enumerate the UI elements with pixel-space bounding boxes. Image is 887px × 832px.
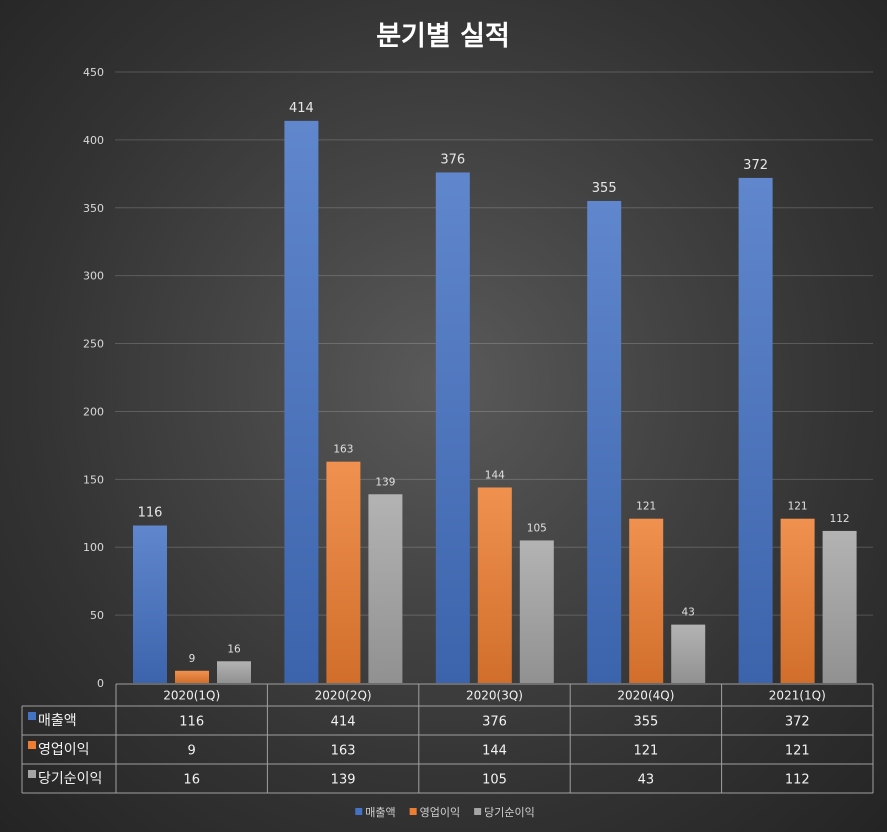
legend-label: 영업이익 (420, 806, 460, 819)
bar (326, 461, 361, 683)
bar-data-label: 116 (138, 505, 163, 520)
table-cell: 163 (331, 744, 356, 759)
data-table: 2020(1Q) 2020(2Q) 2020(3Q) 2020(4Q) 2021(1Q)… (21, 683, 874, 794)
bar (368, 494, 403, 683)
table-cell: 376 (482, 715, 507, 730)
bar-data-label: 121 (788, 501, 808, 513)
y-tick-label: 0 (97, 677, 104, 690)
bar (477, 487, 512, 683)
table-header-category: 2020(3Q) (466, 689, 523, 703)
table-cell: 121 (633, 744, 658, 759)
table-cell: 121 (785, 744, 810, 759)
y-tick-label: 50 (90, 609, 104, 622)
bar (217, 661, 251, 683)
table-cell: 414 (331, 715, 356, 730)
table-cell: 16 (183, 773, 200, 788)
table-header-category: 2021(1Q) (769, 689, 826, 703)
y-axis-tick-labels: 0 50 100 150 200 250 300 350 400 450 (83, 66, 104, 690)
y-tick-label: 150 (83, 473, 104, 486)
bar-data-label: 9 (189, 653, 196, 665)
table-cell: 116 (179, 715, 204, 730)
bar (738, 177, 773, 683)
data-labels: 116 9 16 414 163 139 376 144 105 355 121 43 372 121 11… (138, 101, 850, 665)
table-cell: 105 (482, 773, 507, 788)
bar (133, 525, 167, 683)
bar-data-label: 139 (375, 476, 395, 488)
y-tick-label: 300 (83, 270, 104, 283)
table-header-category: 2020(4Q) (617, 689, 674, 703)
table-cell: 372 (785, 715, 810, 730)
bar-data-label: 372 (743, 158, 768, 173)
bar-data-label: 121 (636, 501, 656, 513)
chart-title: 분기별 실적 (376, 21, 510, 52)
bars (133, 120, 857, 683)
table-header-category: 2020(2Q) (315, 689, 372, 703)
bar-data-label: 163 (333, 444, 353, 456)
bar (175, 670, 209, 683)
bar (629, 518, 664, 683)
y-tick-label: 250 (83, 338, 104, 351)
table-cell: 9 (188, 744, 196, 759)
y-tick-label: 400 (83, 134, 104, 147)
legend-key (474, 808, 482, 815)
table-legend-key (28, 741, 36, 749)
y-tick-label: 450 (83, 66, 104, 79)
bar-data-label: 144 (485, 469, 505, 481)
bar-data-label: 16 (227, 643, 241, 655)
bar-data-label: 414 (289, 101, 314, 116)
legend-key (355, 808, 363, 815)
bar-data-label: 355 (592, 181, 617, 196)
bar (780, 518, 815, 683)
legend-label: 매출액 (365, 806, 395, 819)
bar (519, 540, 554, 683)
bar (587, 200, 622, 683)
gridlines (115, 71, 873, 616)
bar (671, 624, 706, 683)
table-legend-key (28, 770, 36, 778)
legend: 매출액 영업이익 당기순이익 (355, 806, 535, 819)
bar-data-label: 112 (830, 513, 850, 525)
bar (822, 530, 857, 683)
bar (284, 120, 319, 683)
table-header-category: 2020(1Q) (163, 689, 220, 703)
table-row-label: 당기순이익 (38, 771, 102, 787)
table-row-label: 매출액 (38, 713, 77, 729)
table-cell: 43 (638, 773, 655, 788)
legend-key (409, 808, 417, 815)
bar-data-label: 376 (440, 152, 465, 167)
bar-data-label: 105 (527, 522, 547, 534)
y-tick-label: 200 (83, 405, 104, 418)
table-cell: 355 (633, 715, 658, 730)
y-tick-label: 350 (83, 202, 104, 215)
table-cell: 144 (482, 744, 507, 759)
table-row-label: 영업이익 (38, 742, 90, 758)
table-cell: 139 (331, 773, 356, 788)
table-cell: 112 (785, 773, 810, 788)
legend-label: 당기순이익 (484, 806, 535, 819)
table-legend-key (28, 712, 36, 720)
bar-data-label: 43 (682, 607, 695, 619)
bar (435, 172, 470, 683)
y-tick-label: 100 (83, 541, 104, 554)
